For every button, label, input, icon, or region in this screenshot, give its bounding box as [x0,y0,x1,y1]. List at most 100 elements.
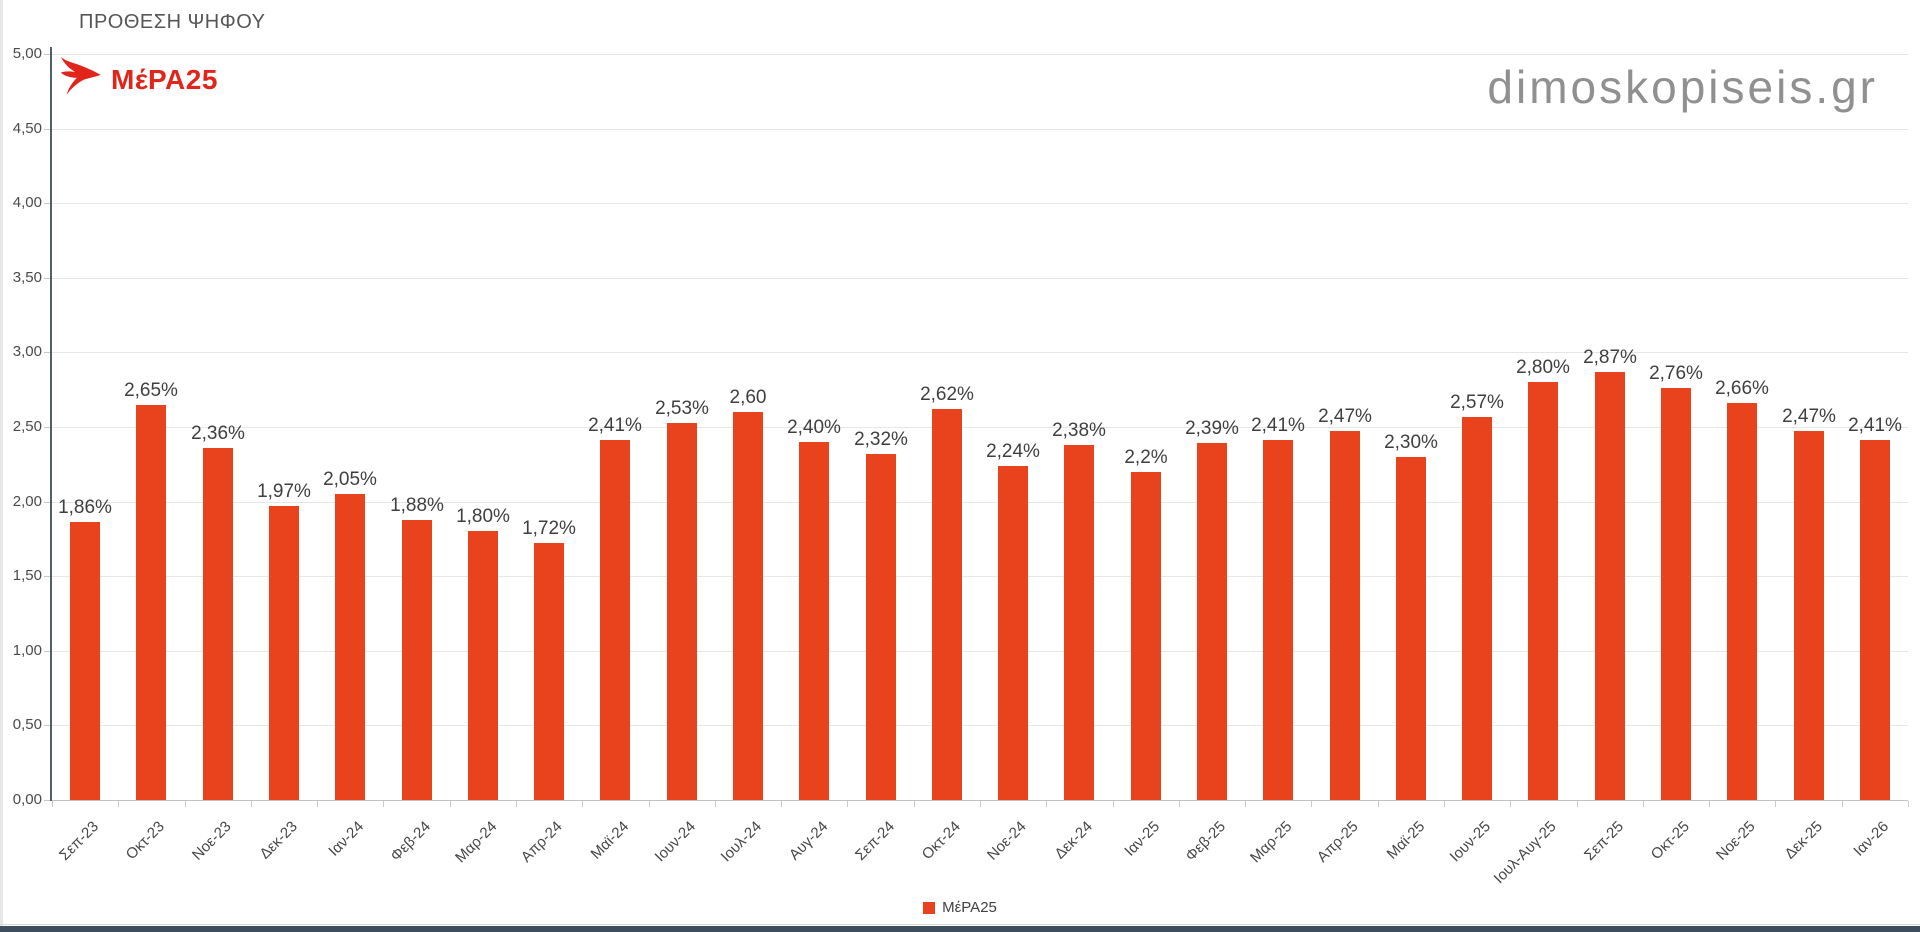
x-axis-tick [1842,801,1843,807]
gridline [52,725,1908,726]
x-axis-tick [980,801,981,807]
x-axis-tick [649,801,650,807]
bar-value-label: 2,36% [191,423,245,444]
x-axis-tick [715,801,716,807]
bar [1528,382,1558,800]
x-axis-tick [52,801,53,807]
bar-value-label: 1,86% [58,497,112,518]
bar [402,520,432,800]
y-axis: 0,00 0,50 1,00 1,50 2,00 2,50 3,00 3,50 4,00 4,50… [0,45,50,808]
x-axis-tick [1113,801,1114,807]
bar-value-label: 2,57% [1450,392,1504,413]
y-axis-tick [44,129,50,130]
gridline [52,576,1908,577]
x-axis-category-label: Μαϊ-24 [587,818,633,863]
gridline [52,54,1908,55]
y-axis-tick [44,576,50,577]
bar [335,494,365,800]
x-axis-category-label: Απρ-25 [1314,818,1363,866]
logo-wordmark: ΜέΡΑ25 [111,63,218,95]
y-axis-tick-label: 4,00 [12,194,42,211]
gridline [52,129,1908,130]
gridline [52,427,1908,428]
gridline [52,203,1908,204]
x-axis-tick [1577,801,1578,807]
x-axis-tick [251,801,252,807]
gridline [52,502,1908,503]
x-axis-category-label: Νοε-25 [1713,818,1760,864]
x-axis-tick [1245,801,1246,807]
bar [998,466,1028,800]
bar [203,448,233,800]
x-axis-category-label: Οκτ-25 [1647,818,1694,864]
bar-value-label: 2,41% [588,415,642,436]
bar [1263,440,1293,800]
bar-value-label: 1,88% [390,495,444,516]
x-axis-category-label: Σεπ-23 [56,818,103,864]
bar [1131,472,1161,800]
x-axis-category-label: Ιουν-24 [651,818,700,866]
x-axis-tick [450,801,451,807]
bar-value-label: 2,80% [1516,357,1570,378]
x-axis-tick [317,801,318,807]
y-axis-tick [44,278,50,279]
x-axis-tick [781,801,782,807]
bar [799,442,829,800]
x-axis-category-label: Ιουλ-24 [717,818,766,866]
x-axis-tick [516,801,517,807]
x-axis-category-label: Σεπ-24 [852,818,899,864]
bar-value-label: 2,30% [1384,432,1438,453]
x-axis-tick [847,801,848,807]
x-axis-category-label: Νοε-23 [189,818,236,864]
bar-value-label: 2,41% [1848,415,1902,436]
bar-value-label: 2,62% [920,384,974,405]
y-axis-tick-label: 1,50 [12,567,42,584]
legend: ΜέΡΑ25 [0,899,1920,916]
legend-marker [923,901,936,914]
legend-label: ΜέΡΑ25 [942,899,997,916]
bar [1727,403,1757,800]
bar-value-label: 2,87% [1583,347,1637,368]
x-axis-category-label: Δεκ-25 [1781,818,1827,863]
bar-value-label: 2,65% [124,380,178,401]
bar [733,412,763,800]
bar [1462,417,1492,800]
bar-value-label: 2,53% [655,398,709,419]
bar [269,506,299,800]
x-axis-tick [1709,801,1710,807]
y-axis-tick-label: 2,00 [12,493,42,510]
x-axis-category-label: Ιουλ-Αυγ-25 [1491,818,1561,888]
bar [866,454,896,800]
x-axis-category-label: Αυγ-24 [785,818,832,864]
bar-value-label: 1,97% [257,481,311,502]
x-axis-category-label: Μαρ-24 [451,818,501,867]
x-axis-category-label: Ιαν-24 [325,818,368,860]
bar-value-label: 2,32% [854,429,908,450]
x-axis-tick [1311,801,1312,807]
left-edge-border [0,0,3,932]
x-axis-category-label: Μαρ-25 [1246,818,1296,867]
bar-value-label: 2,2% [1124,447,1168,468]
y-axis-tick [44,352,50,353]
chart-title: ΠΡΟΘΕΣΗ ΨΗΦΟΥ [79,11,266,33]
bar [1661,388,1691,800]
bar-value-label: 1,80% [456,506,510,527]
x-axis-tick [1046,801,1047,807]
bar [1197,443,1227,800]
y-axis-tick [44,725,50,726]
x-axis-category-label: Νοε-24 [984,818,1031,864]
x-axis-category-label: Οκτ-23 [122,818,169,864]
bar-value-label: 2,47% [1782,406,1836,427]
bar [667,423,697,800]
bar [1794,431,1824,800]
mera25-logo: ΜέΡΑ25 [60,56,218,103]
bar [932,409,962,800]
x-axis-baseline [52,800,1908,801]
bar-value-label: 1,72% [522,518,576,539]
y-axis-tick-label: 0,50 [12,716,42,733]
bar-value-label: 2,41% [1251,415,1305,436]
bar [600,440,630,800]
y-axis-tick [44,651,50,652]
bar [468,531,498,800]
bar [1064,445,1094,800]
